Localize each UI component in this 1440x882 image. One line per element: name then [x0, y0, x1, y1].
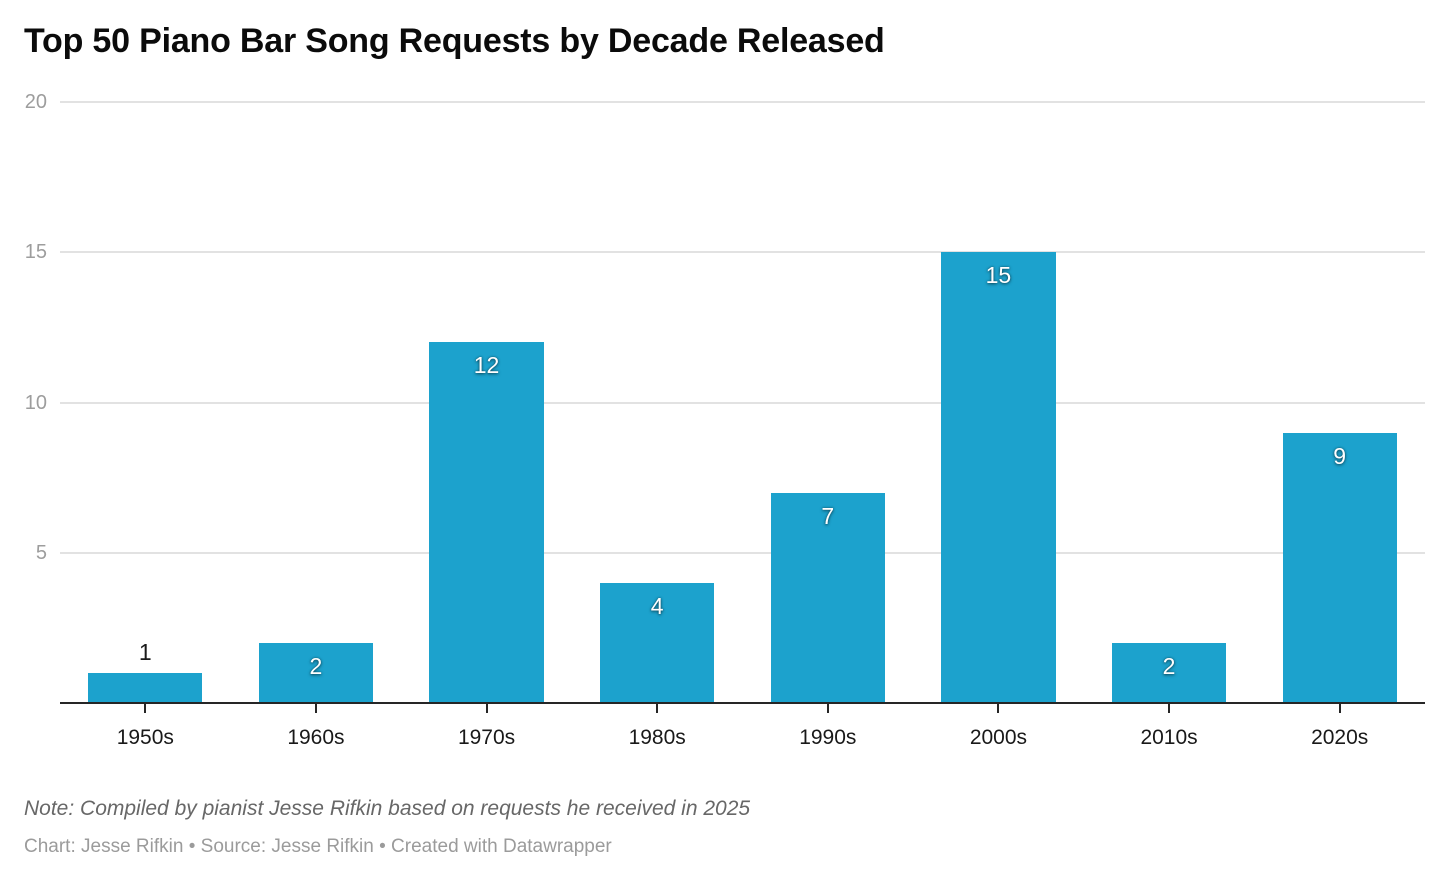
x-axis-cell: 1980s	[572, 703, 743, 748]
bar-band: 2	[231, 102, 402, 703]
bar-band: 7	[743, 102, 914, 703]
bar-band: 2	[1084, 102, 1255, 703]
bar-band: 15	[913, 102, 1084, 703]
x-axis-cell: 2010s	[1084, 703, 1255, 748]
gridline	[60, 551, 1425, 554]
bar-1950s[interactable]: 1	[88, 640, 203, 703]
gridline	[60, 101, 1425, 103]
bar-2000s[interactable]: 15	[941, 252, 1056, 703]
bar-2010s[interactable]: 2	[1111, 642, 1227, 703]
x-tick-label: 1990s	[799, 726, 857, 749]
x-axis-cell: 1960s	[231, 703, 402, 748]
x-tick-label: 1980s	[628, 726, 686, 749]
y-tick-label: 5	[35, 541, 47, 564]
bars-layer: 1 2 12 4 7 15 2 9	[60, 102, 1425, 703]
x-axis-cell: 1950s	[60, 703, 231, 748]
x-tick-mark	[656, 704, 659, 713]
y-tick-label: 10	[24, 391, 47, 414]
bar-2020s[interactable]: 9	[1282, 432, 1397, 703]
x-tick-label: 1960s	[287, 726, 345, 749]
x-tick-label: 2010s	[1140, 726, 1198, 749]
x-axis: 1950s 1960s 1970s 1980s 1990s 2000s 2010s 2020s	[60, 703, 1425, 748]
bar-value-label: 15	[985, 262, 1012, 289]
x-axis-baseline	[60, 702, 1425, 704]
x-axis-cell: 1970s	[401, 703, 572, 748]
x-axis-cell: 1990s	[743, 703, 914, 748]
x-axis-cell: 2000s	[913, 703, 1084, 748]
y-tick-label: 15	[24, 241, 47, 264]
x-tick-mark	[485, 704, 488, 713]
x-tick-label: 2020s	[1311, 726, 1369, 749]
bar-value-label: 2	[309, 652, 323, 679]
bar-band: 12	[401, 102, 572, 703]
bar-value-label: 12	[473, 352, 500, 379]
x-tick-mark	[826, 704, 829, 713]
x-tick-mark	[314, 704, 317, 713]
x-tick-mark	[997, 704, 1000, 713]
x-tick-label: 2000s	[969, 726, 1028, 749]
bar-value-label: 7	[821, 502, 835, 529]
bar-1980s[interactable]: 4	[600, 582, 715, 703]
bar-value-label: 2	[1162, 652, 1176, 679]
plot-area: 5 10 15 20 1 2 12 4 7 15 2 9 1950s 1960s 1970s 1980s 1…	[25, 92, 1425, 748]
x-tick-mark	[1168, 704, 1171, 713]
bar-band: 9	[1254, 102, 1425, 703]
bar-value-label: 1	[138, 638, 152, 665]
x-tick-label: 1950s	[116, 726, 174, 749]
x-axis-cell: 2020s	[1254, 703, 1425, 748]
bar-1970s[interactable]: 12	[429, 342, 544, 703]
bar-1960s[interactable]: 2	[258, 642, 374, 703]
bar-1990s[interactable]: 7	[770, 492, 885, 703]
gridline	[60, 401, 1425, 404]
x-tick-mark	[1338, 704, 1341, 713]
bar-value-label: 9	[1333, 442, 1347, 469]
x-tick-mark	[144, 704, 147, 713]
gridline	[60, 251, 1425, 254]
chart-note: Note: Compiled by pianist Jesse Rifkin b…	[24, 797, 751, 820]
y-tick-label: 20	[24, 91, 47, 113]
bar-value-label: 4	[650, 592, 664, 619]
bar-band: 1	[60, 102, 231, 703]
bar-band: 4	[572, 102, 743, 703]
x-tick-label: 1970s	[457, 726, 516, 749]
chart-byline: Chart: Jesse Rifkin • Source: Jesse Rifk…	[24, 836, 612, 857]
chart-title: Top 50 Piano Bar Song Requests by Decade…	[24, 22, 885, 60]
